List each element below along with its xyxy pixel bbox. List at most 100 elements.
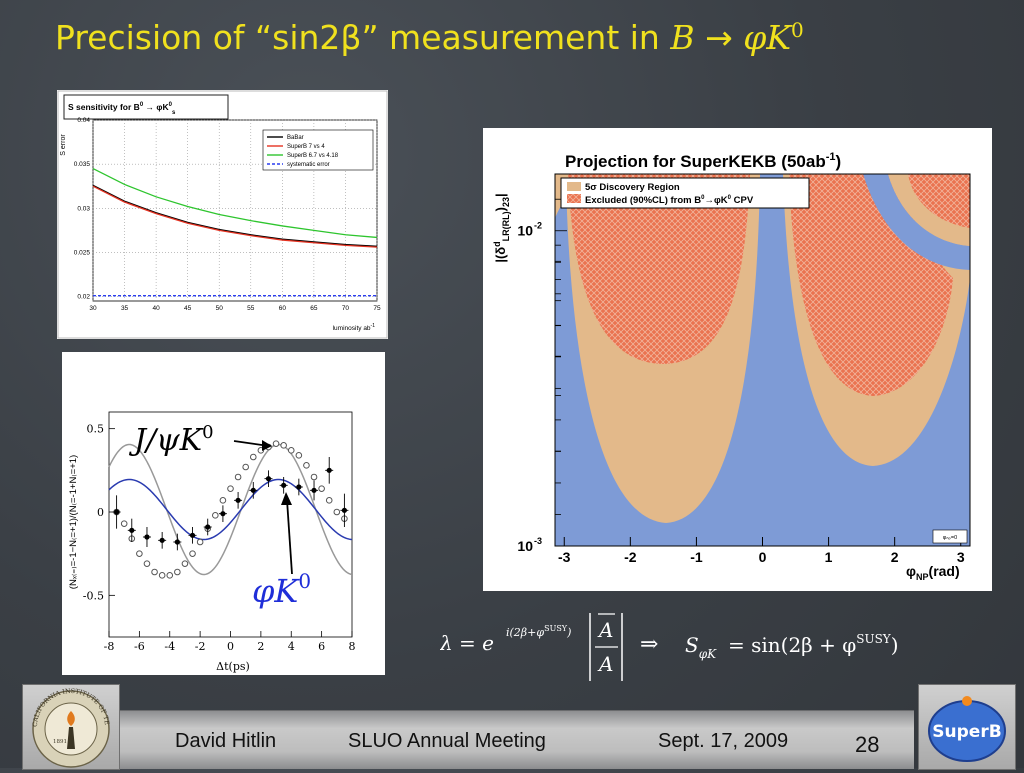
chart-b-xtick: 2 bbox=[257, 640, 264, 653]
chart-a-ytick: 0.04 bbox=[77, 117, 90, 124]
chart-b-phik-point bbox=[341, 507, 348, 513]
s-sensitivity-chart: S sensitivity for B0 → φK0s S error lumi… bbox=[57, 90, 388, 339]
chart-b-phik-point bbox=[281, 482, 287, 488]
title-arrow: → bbox=[705, 18, 733, 57]
chart-c-legend bbox=[560, 177, 810, 209]
phik-arrowhead bbox=[281, 492, 292, 505]
title-b: B bbox=[670, 18, 695, 57]
chart-b-xtick: -8 bbox=[104, 640, 115, 653]
chart-b-jpsi-point bbox=[120, 520, 128, 527]
chart-b-jpsi-point bbox=[143, 560, 151, 567]
chart-a-legend-entry: SuperB 6.7 vs 4.18 bbox=[287, 153, 339, 159]
chart-b-phik-point bbox=[326, 467, 332, 473]
jpsi-label: J/ψK0 bbox=[128, 422, 214, 458]
chart-b-jpsi-point bbox=[136, 550, 143, 557]
chart-c-xtick: 1 bbox=[825, 549, 833, 565]
chart-b-jpsi-point bbox=[242, 463, 249, 471]
chart-b-phik-point bbox=[159, 537, 165, 543]
chart-a-legend-entry: BaBar bbox=[287, 135, 304, 141]
legend-discovery: 5σ Discovery Region bbox=[585, 182, 680, 193]
chart-a-xtick: 65 bbox=[310, 305, 318, 312]
chart-a-xtick: 60 bbox=[279, 305, 287, 312]
formula-rhs: = sin(2β + φSUSY) bbox=[728, 632, 899, 657]
chart-b-jpsi-point bbox=[303, 462, 310, 469]
superb-logo-text: SuperB bbox=[932, 722, 1001, 742]
footer-page-number: 28 bbox=[855, 732, 880, 757]
excluded-corner-right bbox=[908, 174, 970, 228]
chart-a-ylabel: S error bbox=[60, 134, 67, 156]
chart-a-xtick: 45 bbox=[184, 305, 192, 312]
chart-a-series-line bbox=[92, 167, 378, 239]
chart-a-ytick: 0.035 bbox=[74, 161, 91, 168]
formula-exponent: i(2β+φSUSY) bbox=[506, 624, 571, 639]
chart-a-xtick: 50 bbox=[216, 305, 224, 312]
chart-b-jpsi-point bbox=[189, 550, 196, 557]
chart-a-legend-entry: SuperB 7 vs 4 bbox=[287, 144, 325, 150]
asymmetry-panel: (Nₓ₍₌₎=-1−N₍=+1)/(N₍=-1+N₍=+1) Δt(ps) -8… bbox=[62, 352, 385, 675]
chart-c-ylabel: |(δdLR(RL))23| bbox=[492, 193, 511, 262]
superb-logo: SuperB bbox=[928, 696, 1006, 762]
chart-c-xtick: -2 bbox=[624, 549, 637, 565]
chart-a-xtick: 30 bbox=[89, 305, 97, 312]
superkekb-chart: Projection for SuperKEKB (50ab-1) -3 -2 -1… bbox=[492, 151, 971, 582]
legend-excluded: Excluded (90%CL) from B0→φK0 CPV bbox=[585, 195, 754, 206]
chart-b-ytick: -0.5 bbox=[83, 589, 104, 602]
chart-b-jpsi-point bbox=[212, 512, 219, 519]
corner-note-box bbox=[932, 529, 968, 544]
phik-label: φK0 bbox=[252, 569, 311, 610]
slide-title: Precision of “sin2β” measurement in B → … bbox=[55, 18, 804, 57]
chart-b-ytick: 0.5 bbox=[87, 423, 105, 436]
jpsi-arrowhead bbox=[262, 440, 272, 451]
chart-b-jpsi-point bbox=[295, 452, 303, 459]
chart-c-ytick-exp: -3 bbox=[534, 536, 542, 546]
chart-b-ylabel: (Nₓ₍₌₎=-1−N₍=+1)/(N₍=-1+N₍=+1) bbox=[68, 455, 79, 589]
chart-b-jpsi-point bbox=[219, 497, 227, 504]
chart-c-xtick: 3 bbox=[957, 549, 965, 565]
formula-implies: ⇒ bbox=[640, 632, 658, 657]
chart-a-xtick: 75 bbox=[373, 305, 381, 312]
chart-c-xlabel: φNP(rad) bbox=[906, 563, 960, 582]
chart-b-jpsi-point bbox=[151, 568, 158, 576]
superb-logo-box: SuperB bbox=[918, 684, 1016, 770]
chart-b-ytick: 0 bbox=[97, 506, 104, 519]
formula-s: SφK bbox=[685, 633, 717, 661]
chart-b-fit-curve bbox=[108, 478, 353, 541]
chart-b-jpsi-point bbox=[287, 447, 295, 454]
formula: λ = e i(2β+φSUSY) A A ⇒ SφK = sin(2β + φ… bbox=[440, 613, 899, 681]
excluded-region-left bbox=[568, 174, 750, 364]
chart-b-phik-point bbox=[113, 509, 120, 515]
chart-a-xtick: 40 bbox=[152, 305, 160, 312]
superkekb-panel: Projection for SuperKEKB (50ab-1) -3 -2 -1… bbox=[483, 128, 992, 591]
chart-a-ytick: 0.03 bbox=[77, 205, 90, 212]
chart-b-phik-point bbox=[296, 484, 302, 490]
chart-a-xlabel: luminosity ab-1 bbox=[333, 323, 376, 332]
chart-c-xtick: -3 bbox=[558, 549, 571, 565]
chart-b-jpsi-point bbox=[318, 485, 325, 492]
chart-b-phik-point bbox=[311, 487, 317, 493]
chart-b-jpsi-point bbox=[181, 560, 189, 567]
discovery-band-right bbox=[888, 174, 970, 246]
phik-arrow bbox=[286, 499, 293, 575]
chart-a-xtick: 55 bbox=[247, 305, 255, 312]
corner-note: φₙₚ=0 bbox=[943, 535, 957, 541]
chart-b-jpsi-point bbox=[325, 497, 333, 504]
caltech-year: 1891 bbox=[53, 739, 67, 745]
chart-a-series-line bbox=[92, 184, 378, 247]
chart-b-jpsi-point bbox=[249, 453, 257, 461]
chart-b-xtick: 6 bbox=[318, 640, 325, 653]
chart-c-xtick: 0 bbox=[759, 549, 767, 565]
formula-denominator: A bbox=[597, 652, 613, 676]
chart-b-phik-point bbox=[144, 534, 150, 540]
title-sup: 0 bbox=[791, 18, 804, 42]
chart-b-jpsi-point bbox=[196, 538, 204, 546]
title-phik: φK bbox=[743, 18, 792, 57]
chart-b-phik-point bbox=[174, 539, 180, 545]
caltech-logo-box: CALIFORNIA INSTITUTE OF TECHNOLOGY 1891 bbox=[20, 680, 120, 770]
chart-b-phik-point bbox=[265, 476, 272, 482]
chart-b-jpsi-point bbox=[166, 572, 174, 579]
chart-b-jpsi-point bbox=[310, 473, 318, 481]
chart-c-ytick: 10 bbox=[517, 223, 533, 239]
chart-c-ytick: 10 bbox=[517, 538, 533, 554]
chart-a-legend-entry: systematic error bbox=[287, 162, 330, 168]
chart-c-xtick: -1 bbox=[690, 549, 703, 565]
